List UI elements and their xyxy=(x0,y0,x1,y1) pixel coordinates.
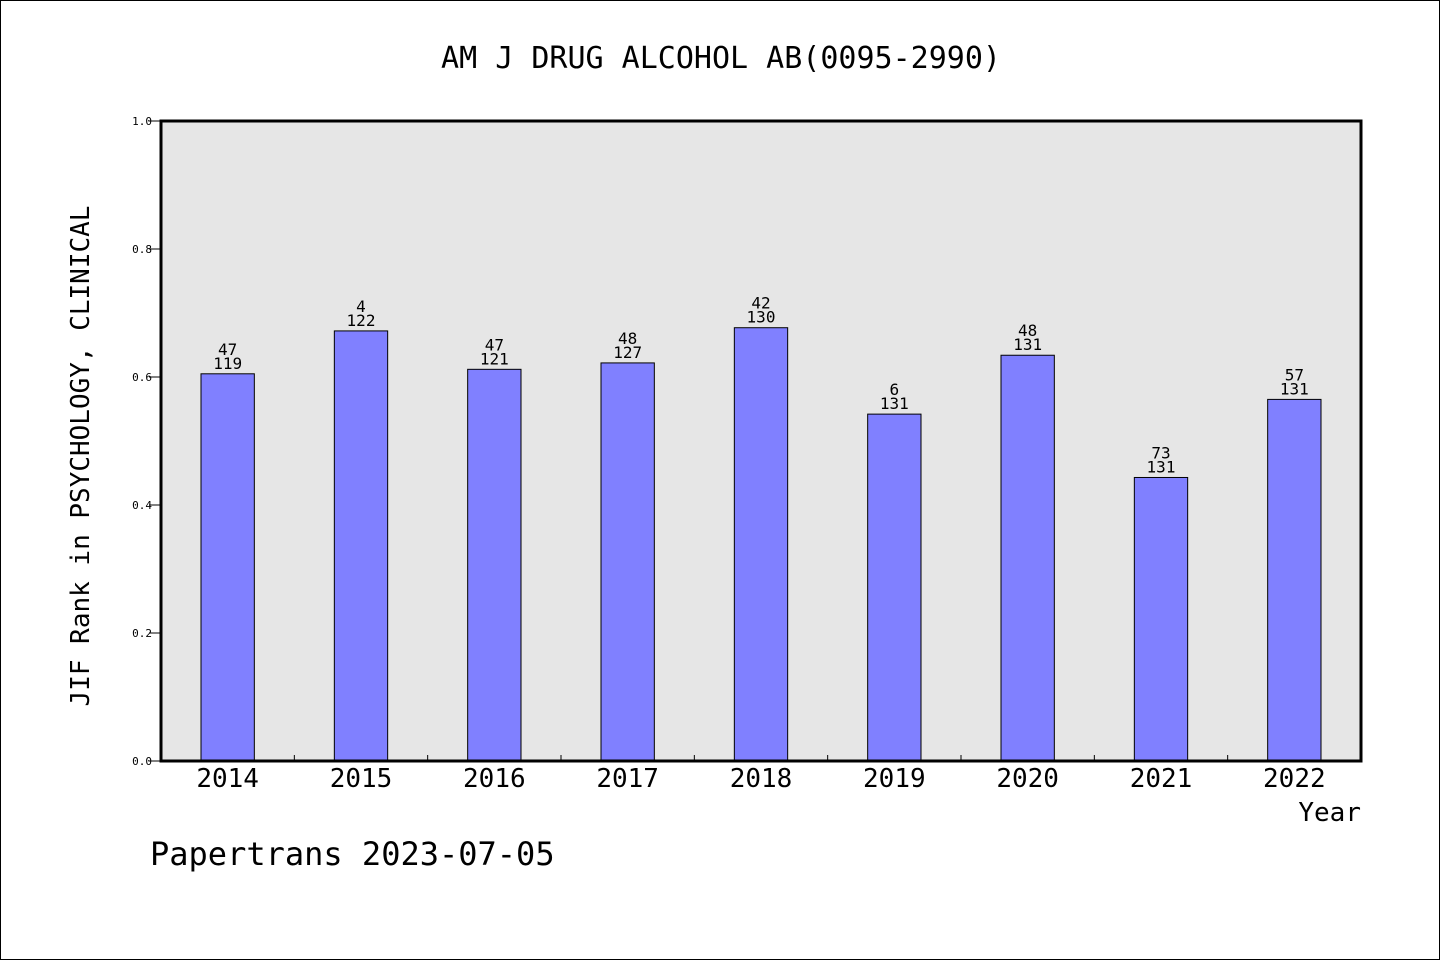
y-tick-label: 0.2 xyxy=(132,627,152,640)
footer-credit: Papertrans 2023-07-05 xyxy=(150,835,555,873)
bar xyxy=(1000,354,1055,762)
x-tick-label: 2017 xyxy=(596,764,659,794)
x-tick-label: 2015 xyxy=(330,764,393,794)
bar-rank-label: 48 xyxy=(1018,321,1037,340)
x-tick-label: 2021 xyxy=(1130,764,1193,794)
bar-rank-label: 4 xyxy=(356,297,366,316)
bar-total-label: 131 xyxy=(1280,379,1309,398)
bar-rank-label: 47 xyxy=(218,340,237,359)
bar-total-label: 121 xyxy=(480,349,509,368)
y-axis: 0.0 0.2 0.4 0.6 0.8 1.0 xyxy=(132,115,161,768)
bar-total-label: 119 xyxy=(213,354,242,373)
bars xyxy=(200,327,1322,762)
bar-labels: 4711941224712148127421306131481317313157… xyxy=(213,294,1309,477)
bar-total-label: 130 xyxy=(747,308,776,327)
chart-title: AM J DRUG ALCOHOL AB(0095-2990) xyxy=(441,41,1001,76)
plot-border xyxy=(159,119,1363,763)
y-axis-label: JIF Rank in PSYCHOLOGY, CLINICAL xyxy=(66,206,96,707)
x-tick-label: 2020 xyxy=(996,764,1059,794)
x-tick-label: 2018 xyxy=(730,764,793,794)
bar-total-label: 131 xyxy=(1013,335,1042,354)
bar-rank-label: 48 xyxy=(618,329,637,348)
bar-total-label: 127 xyxy=(613,343,642,362)
y-tick-label: 0.0 xyxy=(132,755,152,768)
x-tick-label: 2022 xyxy=(1263,764,1326,794)
bar-rank-label: 57 xyxy=(1285,365,1304,384)
bar-rank-label: 47 xyxy=(485,335,504,354)
bar-rank-label: 6 xyxy=(890,380,900,399)
bar xyxy=(333,330,389,762)
bar xyxy=(467,368,522,762)
y-tick-label: 0.6 xyxy=(132,371,152,384)
x-axis-label: Year xyxy=(1298,798,1361,828)
bar-total-label: 131 xyxy=(1147,457,1176,476)
bar xyxy=(1133,476,1189,762)
bar-rank-label: 42 xyxy=(751,294,770,313)
x-tick-label: 2014 xyxy=(196,764,259,794)
bar-rank-label: 73 xyxy=(1151,443,1170,462)
bar xyxy=(200,373,255,762)
y-tick-label: 0.4 xyxy=(132,499,152,512)
x-axis: 2014 2015 2016 2017 2018 2019 2020 2021 2022 xyxy=(196,755,1326,794)
bar-total-label: 122 xyxy=(347,311,376,330)
bar-total-label: 131 xyxy=(880,394,909,413)
bar xyxy=(867,413,922,762)
bar xyxy=(600,362,655,762)
bar xyxy=(1267,398,1322,762)
x-tick-label: 2016 xyxy=(463,764,526,794)
x-tick-label: 2019 xyxy=(863,764,926,794)
bar xyxy=(733,327,789,762)
y-tick-label: 1.0 xyxy=(132,115,152,128)
y-tick-label: 0.8 xyxy=(132,243,152,256)
